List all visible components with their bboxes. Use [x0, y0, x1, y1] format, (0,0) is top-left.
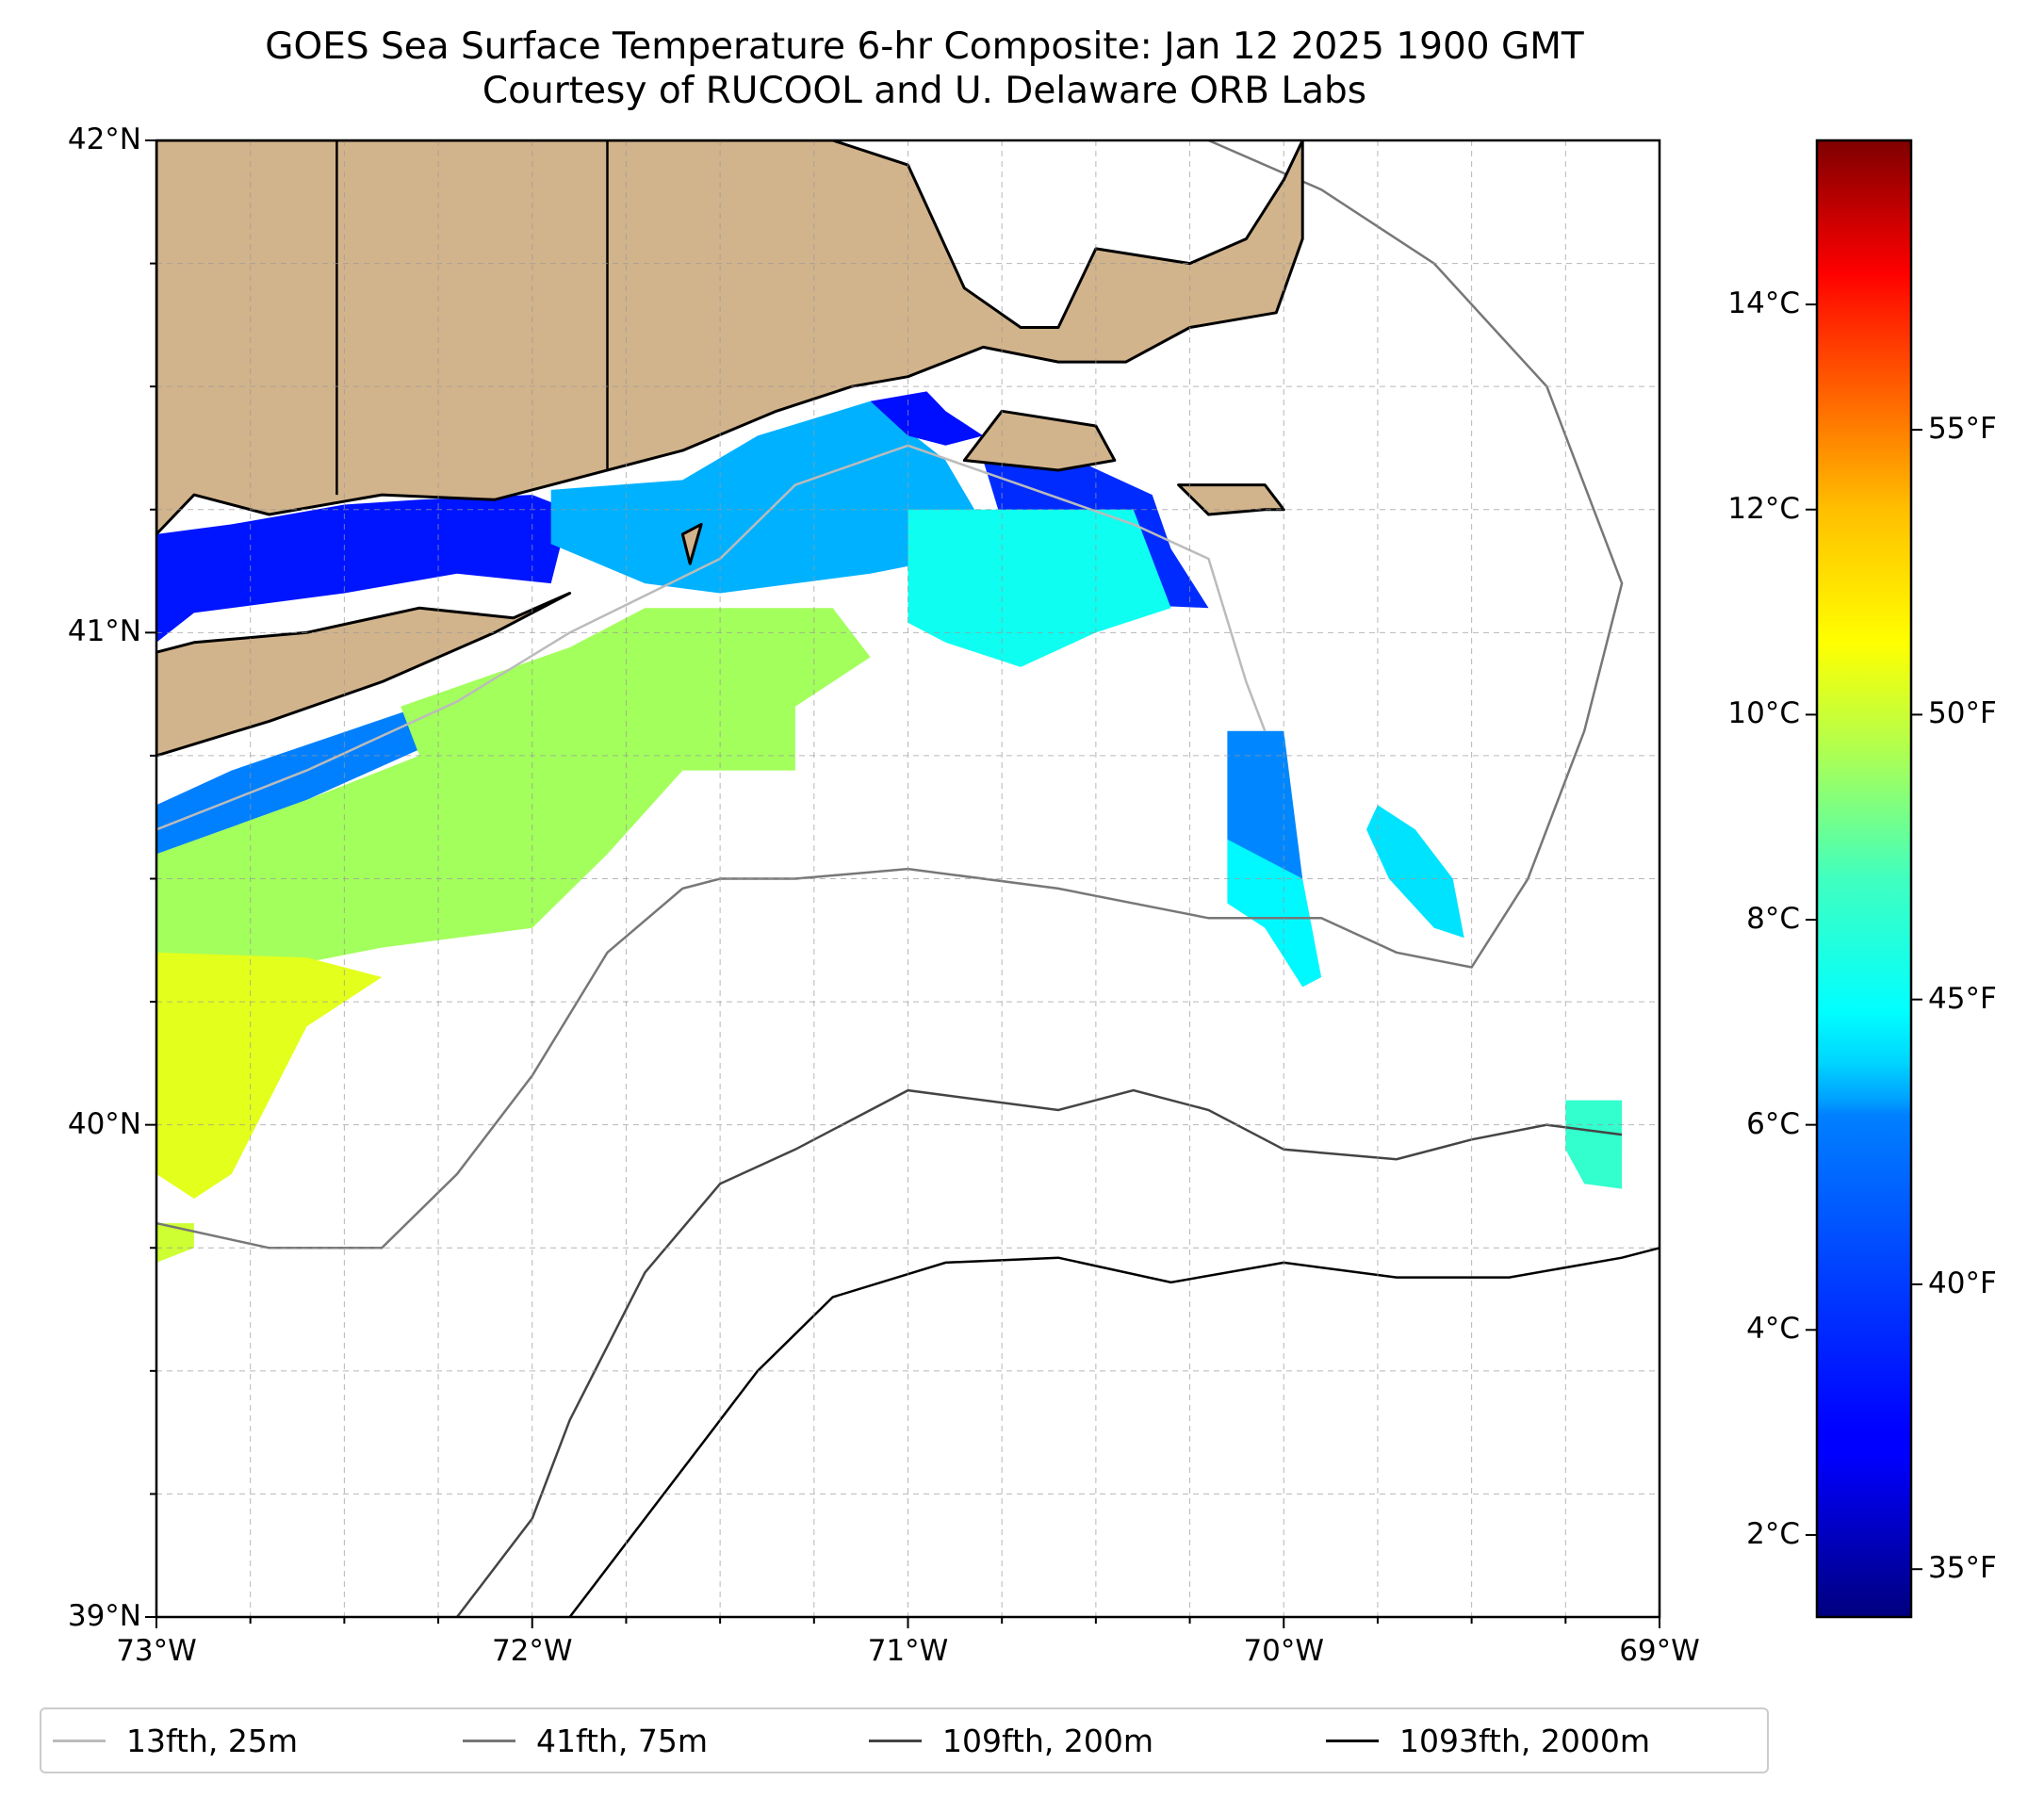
lon-label: 69°W — [1619, 1634, 1700, 1668]
isobath-25m — [156, 444, 1267, 831]
colorbar-celsius-label: 12°C — [1727, 491, 1800, 526]
lat-label: 39°N — [67, 1599, 141, 1633]
sst-patch-shelf-yellow-south — [156, 952, 383, 1199]
title-line-2: Courtesy of RUCOOL and U. Delaware ORB L… — [482, 70, 1367, 112]
isobath-75m — [156, 140, 1624, 1250]
isobath-legend: 13fth, 25m 41fth, 75m 109fth, 200m 1093f… — [40, 1707, 1769, 1773]
legend-swatch-2000m — [1326, 1739, 1379, 1742]
colorbar-celsius-label: 4°C — [1746, 1312, 1800, 1347]
lat-label: 42°N — [67, 123, 141, 156]
colorbar-celsius-label: 10°C — [1727, 696, 1800, 731]
lon-label: 72°W — [491, 1634, 573, 1668]
colorbar-fahrenheit-label: 45°F — [1928, 981, 1997, 1016]
land-block-island — [680, 522, 703, 565]
sst-patch-long-island-sound-west — [156, 495, 570, 643]
legend-label-200m: 109fth, 200m — [942, 1722, 1153, 1759]
sst-patch-slope-patch — [1565, 1100, 1623, 1189]
colorbar-celsius-label: 6°C — [1746, 1106, 1800, 1141]
legend-swatch-75m — [463, 1739, 515, 1742]
sst-patch-eddy-far-east — [1366, 805, 1464, 939]
isobath-2000m — [568, 1247, 1660, 1617]
colorbar — [1815, 139, 1913, 1619]
colorbar-fahrenheit-label: 55°F — [1928, 412, 1997, 447]
lon-label: 73°W — [116, 1634, 197, 1668]
chart-title: GOES Sea Surface Temperature 6-hr Compos… — [0, 25, 1849, 113]
sst-patch-shelf-south-ri — [908, 509, 1171, 667]
sst-patch-block-island-sound — [550, 400, 984, 594]
land-nantucket — [1177, 483, 1285, 516]
legend-item-200m: 109fth, 200m — [869, 1709, 1153, 1772]
legend-item-25m: 13fth, 25m — [53, 1709, 298, 1772]
sst-patch-shelf-green-core — [156, 608, 871, 977]
legend-item-2000m: 1093fth, 2000m — [1326, 1709, 1650, 1772]
isobath-200m — [456, 1088, 1623, 1617]
colorbar-celsius-label: 14°C — [1727, 286, 1800, 321]
colorbar-fahrenheit-label: 50°F — [1928, 696, 1997, 731]
lat-label: 40°N — [67, 1106, 141, 1141]
land-marthas-vineyard — [962, 409, 1117, 472]
sst-patch-nj-corner — [156, 1223, 194, 1263]
sst-patch-buzzards-bay — [870, 391, 984, 446]
lon-label: 71°W — [867, 1634, 949, 1668]
axis-ticks — [145, 139, 1660, 1628]
colorbar-ticks — [1806, 303, 1922, 1571]
lon-label: 70°W — [1243, 1634, 1325, 1668]
title-line-1: GOES Sea Surface Temperature 6-hr Compos… — [265, 25, 1584, 68]
legend-label-2000m: 1093fth, 2000m — [1399, 1722, 1650, 1759]
legend-label-75m: 41fth, 75m — [536, 1722, 708, 1759]
legend-label-25m: 13fth, 25m — [126, 1722, 298, 1759]
colorbar-celsius-label: 8°C — [1746, 902, 1800, 937]
lat-label: 41°N — [67, 614, 141, 649]
sst-patch-eddy-east-tail — [1227, 839, 1322, 988]
map-area — [156, 140, 1660, 1617]
graticule — [156, 140, 1660, 1617]
legend-swatch-25m — [53, 1739, 106, 1742]
legend-swatch-200m — [869, 1739, 922, 1742]
colorbar-fahrenheit-label: 40°F — [1928, 1266, 1997, 1300]
colorbar-fahrenheit-label: 35°F — [1928, 1551, 1997, 1586]
legend-item-75m: 41fth, 75m — [463, 1709, 708, 1772]
colorbar-celsius-label: 2°C — [1746, 1516, 1800, 1551]
